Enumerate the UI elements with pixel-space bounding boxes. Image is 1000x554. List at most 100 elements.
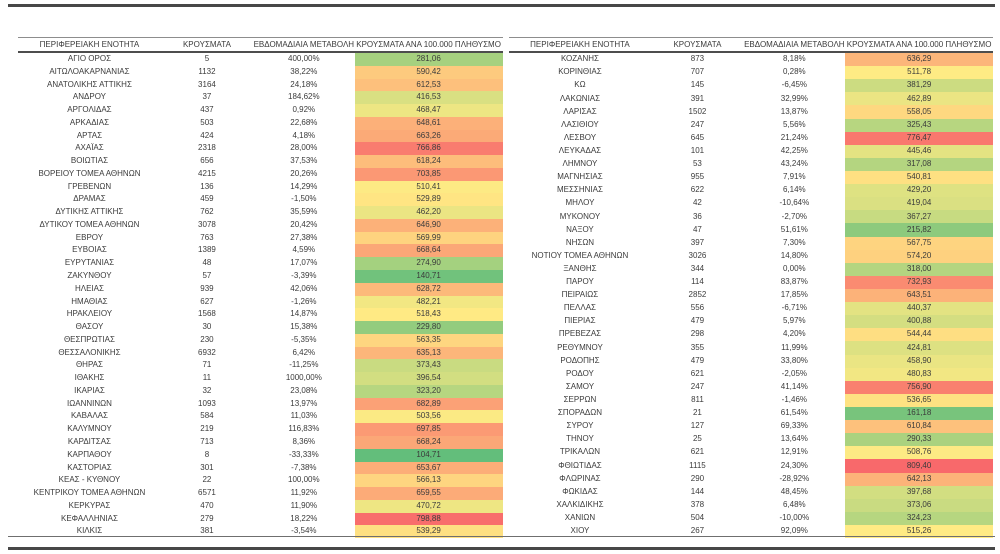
region-cell: ΗΛΕΙΑΣ — [74, 283, 104, 293]
weekly-change-cell: 22,68% — [290, 117, 318, 127]
table-row: ΣΑΜΟΥ 247 41,14% 756,90 — [509, 380, 993, 394]
per100k-cell: 462,20 — [354, 206, 503, 219]
region-cell: ΛΗΜΝΟΥ — [562, 159, 598, 169]
weekly-change-cell: 17,85% — [780, 290, 808, 300]
per100k-cell: 766,86 — [354, 142, 503, 156]
column-header-cases: ΚΡΟΥΣΜΑΤΑ — [160, 37, 253, 53]
cases-cell: 503 — [200, 117, 214, 127]
cases-cell: 247 — [690, 119, 705, 129]
table-row: ΡΕΘΥΜΝΟΥ 355 11,99% 424,81 — [509, 341, 993, 355]
cases-cell: 584 — [200, 411, 214, 421]
region-cell: ΚΑΡΠΑΘΟΥ — [67, 449, 112, 459]
region-cell: ΘΕΣΠΡΩΤΙΑΣ — [63, 334, 115, 344]
weekly-change-cell: 5,97% — [782, 316, 806, 326]
weekly-change-cell: 11,90% — [290, 500, 318, 510]
weekly-change-cell: -3,54% — [291, 526, 317, 536]
weekly-change-cell: 14,29% — [290, 181, 318, 191]
per100k-cell: 381,29 — [845, 79, 993, 93]
table-row: ΔΡΑΜΑΣ 459 -1,50% 529,89 — [18, 193, 503, 207]
per100k-cell: 367,27 — [845, 210, 993, 224]
per100k-cell: 610,84 — [845, 420, 993, 434]
table-row: ΑΡΤΑΣ 424 4,18% 663,26 — [18, 129, 503, 143]
region-cell: ΚΑΛΥΜΝΟΥ — [67, 424, 112, 434]
table-row: ΑΝΔΡΟΥ 37 184,62% 416,53 — [18, 91, 503, 105]
weekly-change-cell: 48,45% — [780, 486, 808, 496]
per100k-cell: 324,23 — [845, 511, 993, 525]
weekly-change-cell: -2,05% — [781, 368, 808, 378]
region-cell: ΛΕΥΚΑΔΑΣ — [558, 145, 602, 155]
weekly-change-cell: -33,33% — [288, 449, 319, 459]
region-cell: ΧΑΛΚΙΔΙΚΗΣ — [556, 499, 604, 509]
per100k-cell: 776,47 — [845, 131, 993, 145]
weekly-change-cell: 1000,00% — [285, 373, 322, 383]
per100k-cell: 628,72 — [354, 282, 503, 296]
weekly-change-cell: 27,38% — [290, 232, 318, 242]
cases-cell: 1093 — [198, 398, 216, 408]
cases-cell: 2318 — [198, 143, 216, 153]
table-row: ΦΘΙΩΤΙΔΑΣ 1115 24,30% 809,40 — [509, 459, 993, 473]
cases-cell: 230 — [200, 334, 214, 344]
cases-cell: 381 — [200, 526, 214, 536]
table-row: ΜΥΚΟΝΟΥ 36 -2,70% 367,27 — [509, 210, 993, 224]
per100k-cell: 558,05 — [845, 105, 993, 119]
table-row: ΧΙΟΥ 267 92,09% 515,26 — [509, 524, 993, 539]
per100k-cell: 229,80 — [354, 321, 503, 334]
cases-cell: 1132 — [198, 66, 216, 76]
table-row: ΛΗΜΝΟΥ 53 43,24% 317,08 — [509, 157, 993, 171]
cases-cell: 25 — [692, 434, 702, 444]
per100k-cell: 732,93 — [845, 275, 993, 289]
per100k-cell: 798,88 — [354, 512, 503, 526]
cases-cell: 144 — [690, 486, 705, 496]
cases-cell: 3026 — [688, 250, 707, 260]
cases-cell: 71 — [202, 360, 212, 370]
weekly-change-cell: 41,14% — [780, 381, 808, 391]
region-cell: ΚΟΡΙΝΘΙΑΣ — [558, 67, 602, 77]
table-row: ΙΚΑΡΙΑΣ 32 23,08% 323,20 — [18, 384, 503, 398]
weekly-change-cell: 28,00% — [290, 143, 318, 153]
per100k-cell: 567,75 — [845, 236, 993, 250]
weekly-change-cell: 100,00% — [288, 475, 320, 485]
table-row: ΙΘΑΚΗΣ 11 1000,00% 396,54 — [18, 372, 503, 385]
table-row: ΑΧΑΪΑΣ 2318 28,00% 766,86 — [18, 142, 503, 156]
region-cell: ΠΕΙΡΑΙΩΣ — [561, 290, 599, 300]
weekly-change-cell: 17,07% — [290, 258, 318, 268]
cases-cell: 479 — [690, 355, 705, 365]
table-row: ΒΟΙΩΤΙΑΣ 656 37,53% 618,24 — [18, 155, 503, 168]
column-header-weekly-change: ΕΒΔΟΜΑΔΙΑΙΑ ΜΕΤΑΒΟΛΗ — [252, 37, 355, 53]
per100k-cell: 325,43 — [845, 118, 993, 132]
cases-cell: 8 — [204, 449, 210, 459]
per100k-cell: 215,82 — [845, 223, 993, 237]
per100k-cell: 569,99 — [354, 231, 503, 245]
region-cell: ΘΕΣΣΑΛΟΝΙΚΗΣ — [58, 347, 121, 357]
table-row: ΚΙΛΚΙΣ 381 -3,54% 539,29 — [18, 525, 503, 539]
weekly-change-cell: 21,24% — [780, 132, 808, 142]
table-row: ΣΥΡΟΥ 127 69,33% 610,84 — [509, 420, 993, 434]
per100k-cell: 697,85 — [354, 423, 503, 436]
weekly-change-cell: 42,06% — [290, 283, 318, 293]
per100k-cell: 458,90 — [845, 354, 993, 368]
table-row: ΚΑΡΠΑΘΟΥ 8 -33,33% 104,71 — [18, 448, 503, 462]
per100k-cell: 397,68 — [845, 485, 993, 499]
per100k-cell: 429,20 — [845, 184, 993, 198]
per100k-cell: 281,06 — [354, 52, 503, 66]
weekly-change-cell: -1,46% — [781, 395, 808, 405]
weekly-change-cell: -6,45% — [781, 80, 808, 90]
cases-cell: 6932 — [198, 347, 216, 357]
per100k-cell: 161,18 — [845, 406, 993, 421]
table-row: ΦΛΩΡΙΝΑΣ 290 -28,92% 642,13 — [509, 472, 993, 486]
regional-units-table-right: ΠΕΡΙΦΕΡΕΙΑΚΗ ΕΝΟΤΗΤΑ ΚΡΟΥΣΜΑΤΑ ΕΒΔΟΜΑΔΙΑ… — [508, 37, 993, 539]
weekly-change-cell: 4,59% — [292, 245, 316, 255]
cases-cell: 873 — [690, 54, 705, 64]
table-row: ΑΡΓΟΛΙΔΑΣ 437 0,92% 468,47 — [18, 104, 503, 117]
table-row: ΗΜΑΘΙΑΣ 627 -1,26% 482,21 — [18, 295, 503, 309]
cases-cell: 811 — [691, 395, 704, 405]
per100k-cell: 566,13 — [354, 474, 503, 488]
cases-cell: 36 — [692, 211, 702, 221]
region-cell: ΚΟΖΑΝΗΣ — [560, 54, 599, 64]
table-row: ΕΥΒΟΙΑΣ 1389 4,59% 668,64 — [18, 244, 503, 258]
per100k-cell: 400,88 — [845, 315, 993, 329]
per100k-cell: 612,53 — [354, 78, 503, 92]
weekly-change-cell: -7,38% — [291, 462, 317, 472]
table-bottom-rule — [8, 536, 995, 537]
weekly-change-cell: 42,25% — [780, 145, 808, 155]
